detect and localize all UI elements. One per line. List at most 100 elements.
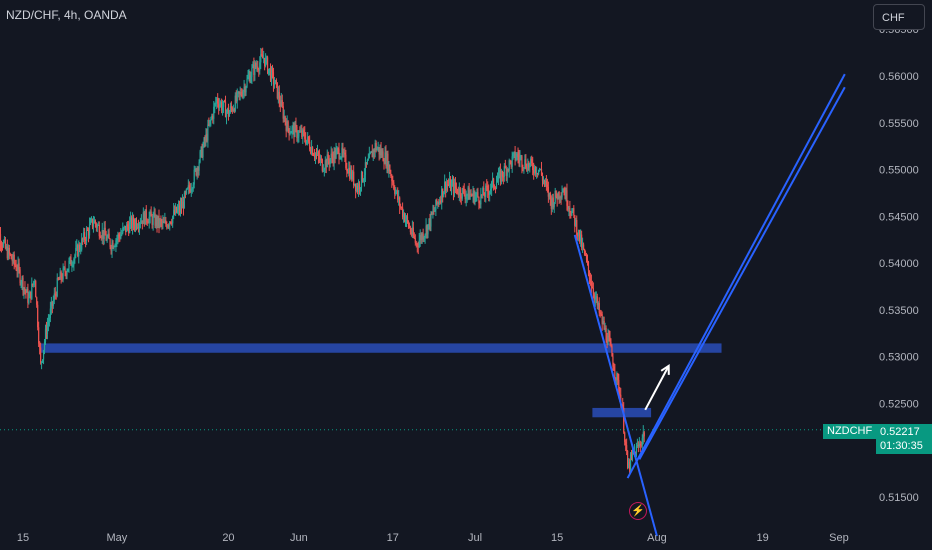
- candle-body: [19, 269, 21, 283]
- candle-body: [479, 203, 481, 205]
- candle-body: [456, 188, 458, 194]
- candle-body: [336, 148, 338, 150]
- candle-body: [233, 109, 235, 112]
- candle-body: [577, 235, 579, 237]
- candle-body: [98, 225, 100, 237]
- candle-body: [401, 207, 404, 217]
- candle-body: [37, 304, 39, 328]
- candle-body: [127, 224, 129, 227]
- candle-body: [501, 171, 503, 177]
- candle-body: [226, 108, 229, 112]
- candle-body: [115, 240, 117, 246]
- candle-body: [597, 303, 599, 306]
- candle-body: [523, 167, 525, 169]
- support-zone: [40, 343, 722, 353]
- candle-body: [608, 336, 610, 338]
- candle-body: [407, 221, 410, 227]
- candle-body: [43, 341, 46, 351]
- trendline: [638, 86, 846, 460]
- candle-body: [138, 223, 141, 228]
- candle-body: [547, 186, 549, 197]
- time-axis: 15 May 20 Jun 17 Jul 15 Aug 19 Sep: [17, 532, 849, 544]
- candle-body: [643, 432, 645, 437]
- candle-body: [395, 191, 397, 194]
- candle-body: [155, 217, 157, 226]
- candle-body: [202, 146, 204, 158]
- candle-body: [173, 210, 175, 217]
- candle-body: [57, 278, 59, 280]
- bar-countdown: 01:30:35: [880, 440, 923, 452]
- candle-body: [586, 259, 589, 263]
- symbol-price-label: NZDCHF: [823, 424, 877, 439]
- candle-body: [99, 236, 101, 238]
- candle-body: [169, 221, 171, 226]
- candle-body: [431, 212, 433, 215]
- candle-body: [413, 235, 415, 239]
- candle-body: [200, 146, 202, 152]
- time-tick-label: 17: [387, 532, 399, 544]
- candle-body: [68, 260, 70, 269]
- candle-body: [623, 407, 625, 433]
- candle-body: [511, 156, 513, 167]
- symbol-title: NZD/CHF, 4h, OANDA: [6, 8, 127, 22]
- candle-body: [516, 153, 518, 158]
- candle-body: [332, 157, 334, 164]
- candle-body: [390, 173, 392, 177]
- candle-body: [504, 166, 506, 168]
- candle-body: [218, 103, 220, 108]
- candle-body: [215, 102, 217, 104]
- candle-body: [270, 68, 273, 81]
- candle-body: [603, 320, 605, 330]
- candle-body: [33, 281, 35, 285]
- candle-body: [610, 342, 612, 347]
- time-tick-label: Jun: [290, 532, 308, 544]
- candle-body: [408, 226, 411, 228]
- candle-body: [368, 153, 370, 159]
- candle-body: [193, 169, 195, 185]
- candle-body: [406, 216, 409, 222]
- candle-body: [176, 209, 179, 213]
- candle-body: [306, 140, 308, 144]
- candle-body: [252, 64, 254, 68]
- candle-body: [205, 134, 207, 142]
- candle-body: [44, 328, 47, 342]
- candle-body: [294, 124, 296, 137]
- candle-body: [510, 161, 512, 167]
- candle-body: [145, 209, 147, 221]
- candle-body: [54, 293, 56, 295]
- candle-body: [580, 234, 582, 242]
- candle-body: [475, 194, 477, 197]
- candle-body: [592, 288, 594, 295]
- candle-body: [588, 270, 591, 280]
- candle-body: [289, 132, 291, 135]
- candle-body: [235, 95, 237, 102]
- candle-body: [160, 219, 162, 221]
- candle-body: [619, 394, 621, 396]
- candle-body: [490, 189, 492, 192]
- candle-body: [266, 57, 269, 74]
- candle-body: [560, 197, 562, 199]
- candle-body: [472, 190, 474, 196]
- candle-body: [495, 182, 498, 189]
- candle-body: [247, 76, 249, 79]
- candle-body: [256, 66, 258, 68]
- candle-body: [74, 255, 76, 260]
- candle-body: [172, 216, 174, 224]
- candle-body: [521, 156, 523, 168]
- candle-body: [25, 290, 27, 293]
- candle-body: [447, 184, 450, 186]
- lightning-icon[interactable]: ⚡: [629, 502, 647, 520]
- candle-body: [195, 168, 197, 176]
- candle-body: [130, 217, 133, 229]
- currency-button[interactable]: CHF: [873, 4, 925, 30]
- candle-body: [533, 170, 535, 174]
- candle-body: [519, 156, 521, 161]
- candle-body: [284, 116, 286, 123]
- candle-body: [109, 238, 111, 247]
- candle-body: [224, 101, 227, 118]
- candle-body: [94, 220, 96, 225]
- candle-body: [520, 156, 522, 158]
- candle-body: [356, 185, 358, 191]
- candle-body: [283, 116, 285, 119]
